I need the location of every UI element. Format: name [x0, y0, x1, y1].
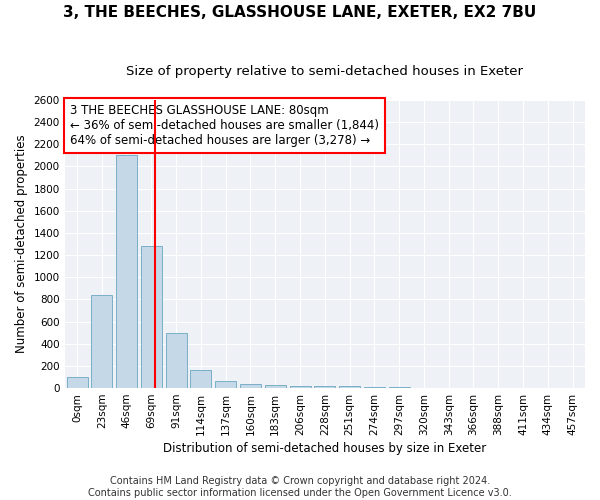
- Title: Size of property relative to semi-detached houses in Exeter: Size of property relative to semi-detach…: [127, 65, 523, 78]
- Bar: [389, 387, 410, 388]
- Bar: [265, 386, 286, 388]
- Bar: [215, 381, 236, 388]
- Bar: [240, 384, 261, 388]
- Bar: [290, 386, 311, 388]
- Bar: [364, 387, 385, 388]
- Bar: [190, 370, 211, 388]
- Text: 3 THE BEECHES GLASSHOUSE LANE: 80sqm
← 36% of semi-detached houses are smaller (: 3 THE BEECHES GLASSHOUSE LANE: 80sqm ← 3…: [70, 104, 379, 148]
- Bar: [91, 295, 112, 388]
- Y-axis label: Number of semi-detached properties: Number of semi-detached properties: [15, 134, 28, 354]
- Bar: [141, 246, 162, 388]
- Text: 3, THE BEECHES, GLASSHOUSE LANE, EXETER, EX2 7BU: 3, THE BEECHES, GLASSHOUSE LANE, EXETER,…: [64, 5, 536, 20]
- Bar: [166, 332, 187, 388]
- Bar: [339, 386, 360, 388]
- Text: Contains HM Land Registry data © Crown copyright and database right 2024.
Contai: Contains HM Land Registry data © Crown c…: [88, 476, 512, 498]
- Bar: [116, 156, 137, 388]
- Bar: [67, 377, 88, 388]
- X-axis label: Distribution of semi-detached houses by size in Exeter: Distribution of semi-detached houses by …: [163, 442, 487, 455]
- Bar: [314, 386, 335, 388]
